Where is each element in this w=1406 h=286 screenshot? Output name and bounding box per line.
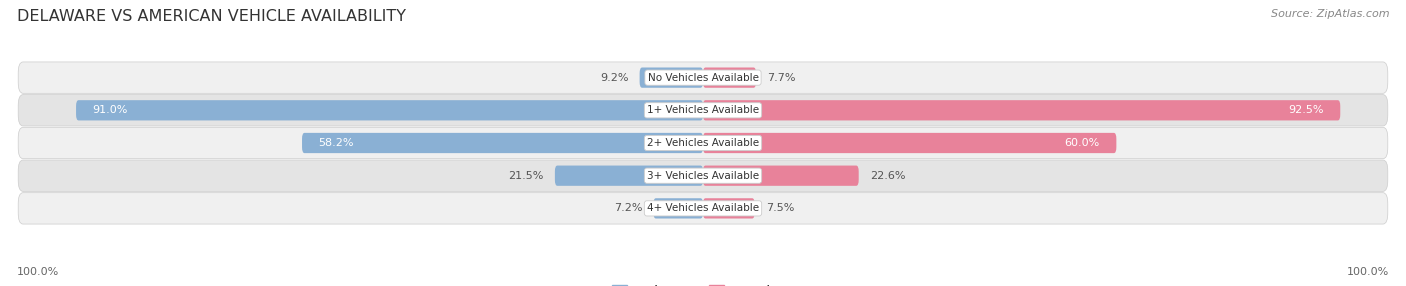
FancyBboxPatch shape (703, 166, 859, 186)
Text: 7.2%: 7.2% (614, 203, 643, 213)
FancyBboxPatch shape (654, 198, 703, 219)
FancyBboxPatch shape (703, 198, 755, 219)
Text: 100.0%: 100.0% (1347, 267, 1389, 277)
Text: 21.5%: 21.5% (509, 171, 544, 181)
Text: 92.5%: 92.5% (1288, 105, 1323, 115)
FancyBboxPatch shape (703, 133, 1116, 153)
Text: 9.2%: 9.2% (600, 73, 628, 83)
FancyBboxPatch shape (18, 95, 1388, 126)
Text: 58.2%: 58.2% (319, 138, 354, 148)
FancyBboxPatch shape (640, 67, 703, 88)
Text: 1+ Vehicles Available: 1+ Vehicles Available (647, 105, 759, 115)
FancyBboxPatch shape (555, 166, 703, 186)
FancyBboxPatch shape (18, 127, 1388, 159)
Text: 7.7%: 7.7% (768, 73, 796, 83)
Text: DELAWARE VS AMERICAN VEHICLE AVAILABILITY: DELAWARE VS AMERICAN VEHICLE AVAILABILIT… (17, 9, 406, 23)
FancyBboxPatch shape (703, 100, 1340, 120)
FancyBboxPatch shape (18, 193, 1388, 224)
Text: 2+ Vehicles Available: 2+ Vehicles Available (647, 138, 759, 148)
Text: Source: ZipAtlas.com: Source: ZipAtlas.com (1271, 9, 1389, 19)
Text: 100.0%: 100.0% (17, 267, 59, 277)
Legend: Delaware, American: Delaware, American (612, 285, 794, 286)
FancyBboxPatch shape (76, 100, 703, 120)
FancyBboxPatch shape (302, 133, 703, 153)
Text: 60.0%: 60.0% (1064, 138, 1099, 148)
Text: 4+ Vehicles Available: 4+ Vehicles Available (647, 203, 759, 213)
Text: No Vehicles Available: No Vehicles Available (648, 73, 758, 83)
Text: 7.5%: 7.5% (766, 203, 794, 213)
FancyBboxPatch shape (703, 67, 756, 88)
Text: 22.6%: 22.6% (870, 171, 905, 181)
FancyBboxPatch shape (18, 160, 1388, 191)
FancyBboxPatch shape (18, 62, 1388, 93)
Text: 91.0%: 91.0% (93, 105, 128, 115)
Text: 3+ Vehicles Available: 3+ Vehicles Available (647, 171, 759, 181)
